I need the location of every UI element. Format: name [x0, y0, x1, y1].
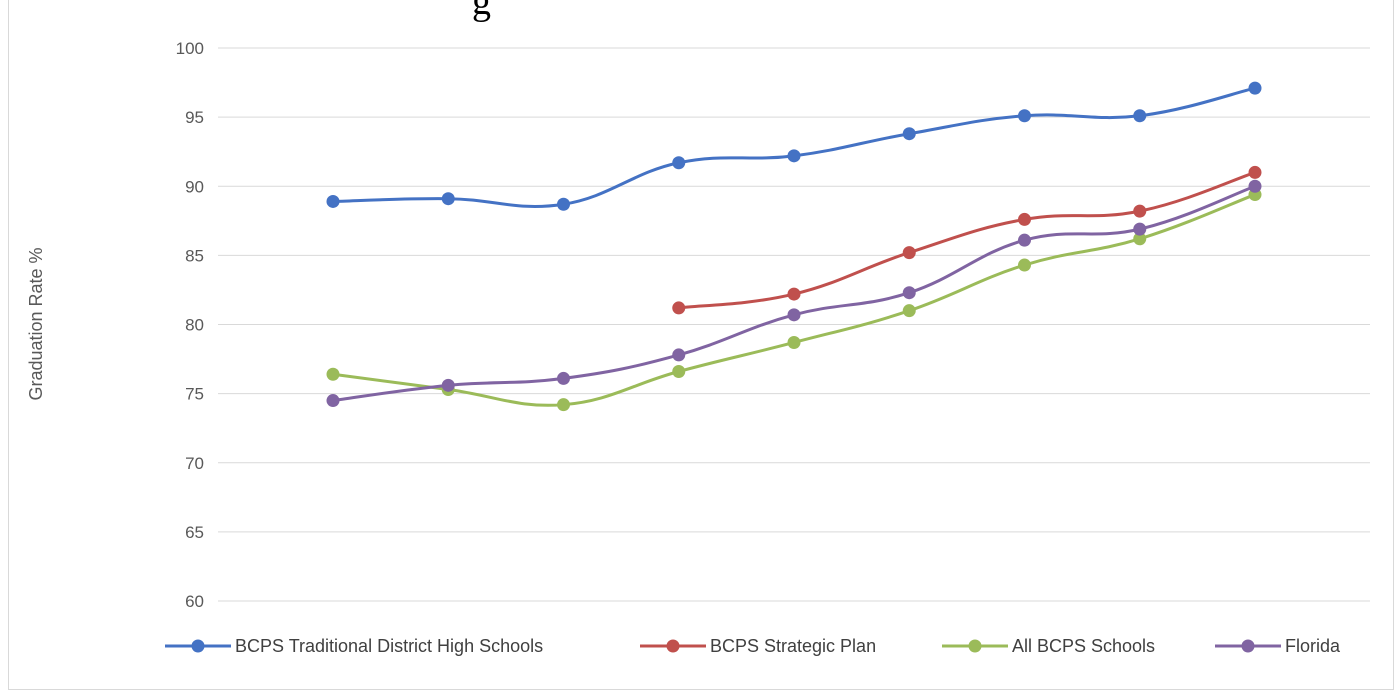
y-tick-label: 60 — [185, 592, 204, 611]
data-point — [787, 149, 801, 163]
y-tick-label: 95 — [185, 108, 204, 127]
legend-label: BCPS Strategic Plan — [710, 636, 876, 656]
series-4 — [326, 179, 1262, 408]
series-3 — [326, 188, 1262, 412]
data-point — [672, 348, 686, 362]
y-tick-label: 70 — [185, 454, 204, 473]
data-point — [787, 308, 801, 322]
data-point — [672, 301, 686, 315]
legend-label: BCPS Traditional District High Schools — [235, 636, 543, 656]
data-point — [441, 378, 455, 392]
data-point — [902, 127, 916, 141]
gridlines — [218, 47, 1370, 602]
series-line — [677, 170, 1257, 310]
series-2 — [672, 165, 1262, 315]
y-tick-label: 80 — [185, 316, 204, 335]
data-point — [326, 367, 340, 381]
chart-frame — [8, 0, 1394, 690]
y-tick-label: 85 — [185, 246, 204, 265]
y-axis-ticks: 60 65 70 75 80 85 90 95 100 — [176, 39, 204, 611]
data-point — [557, 197, 570, 211]
data-point — [1248, 81, 1262, 95]
y-tick-label: 75 — [185, 385, 204, 404]
series-line — [331, 86, 1257, 208]
data-point — [1133, 232, 1147, 246]
y-tick-label: 65 — [185, 523, 204, 542]
y-axis-label: Graduation Rate % — [26, 247, 46, 400]
data-point — [902, 286, 916, 300]
legend-item: BCPS Strategic Plan — [640, 636, 876, 656]
legend-label: All BCPS Schools — [1012, 636, 1155, 656]
data-point — [1018, 233, 1031, 247]
data-point — [557, 398, 570, 412]
legend-item: Florida — [1215, 636, 1341, 656]
legend-item: BCPS Traditional District High Schools — [165, 636, 543, 656]
data-point — [672, 365, 686, 379]
legend-marker — [191, 639, 205, 653]
legend: BCPS Traditional District High Schools BC… — [165, 636, 1341, 656]
data-point — [787, 287, 801, 301]
series-group — [326, 81, 1262, 412]
data-point — [326, 394, 340, 408]
data-point — [672, 156, 686, 170]
chart-title-fragment: g — [472, 0, 491, 23]
series-1 — [326, 81, 1262, 211]
data-point — [787, 335, 801, 349]
data-point — [1248, 165, 1262, 179]
legend-marker — [1241, 639, 1255, 653]
data-point — [1018, 258, 1031, 272]
legend-marker — [666, 639, 680, 653]
data-point — [1133, 204, 1147, 218]
data-point — [1018, 212, 1031, 226]
y-tick-label: 100 — [176, 39, 204, 58]
data-point — [326, 194, 340, 208]
data-point — [1133, 222, 1147, 236]
legend-label: Florida — [1285, 636, 1341, 656]
data-point — [1133, 109, 1147, 123]
data-point — [441, 192, 455, 206]
legend-item: All BCPS Schools — [942, 636, 1155, 656]
y-tick-label: 90 — [185, 177, 204, 196]
data-point — [902, 246, 916, 260]
data-point — [1248, 179, 1262, 193]
data-point — [902, 304, 916, 318]
data-point — [557, 371, 570, 385]
legend-marker — [968, 639, 982, 653]
data-point — [1018, 109, 1031, 123]
